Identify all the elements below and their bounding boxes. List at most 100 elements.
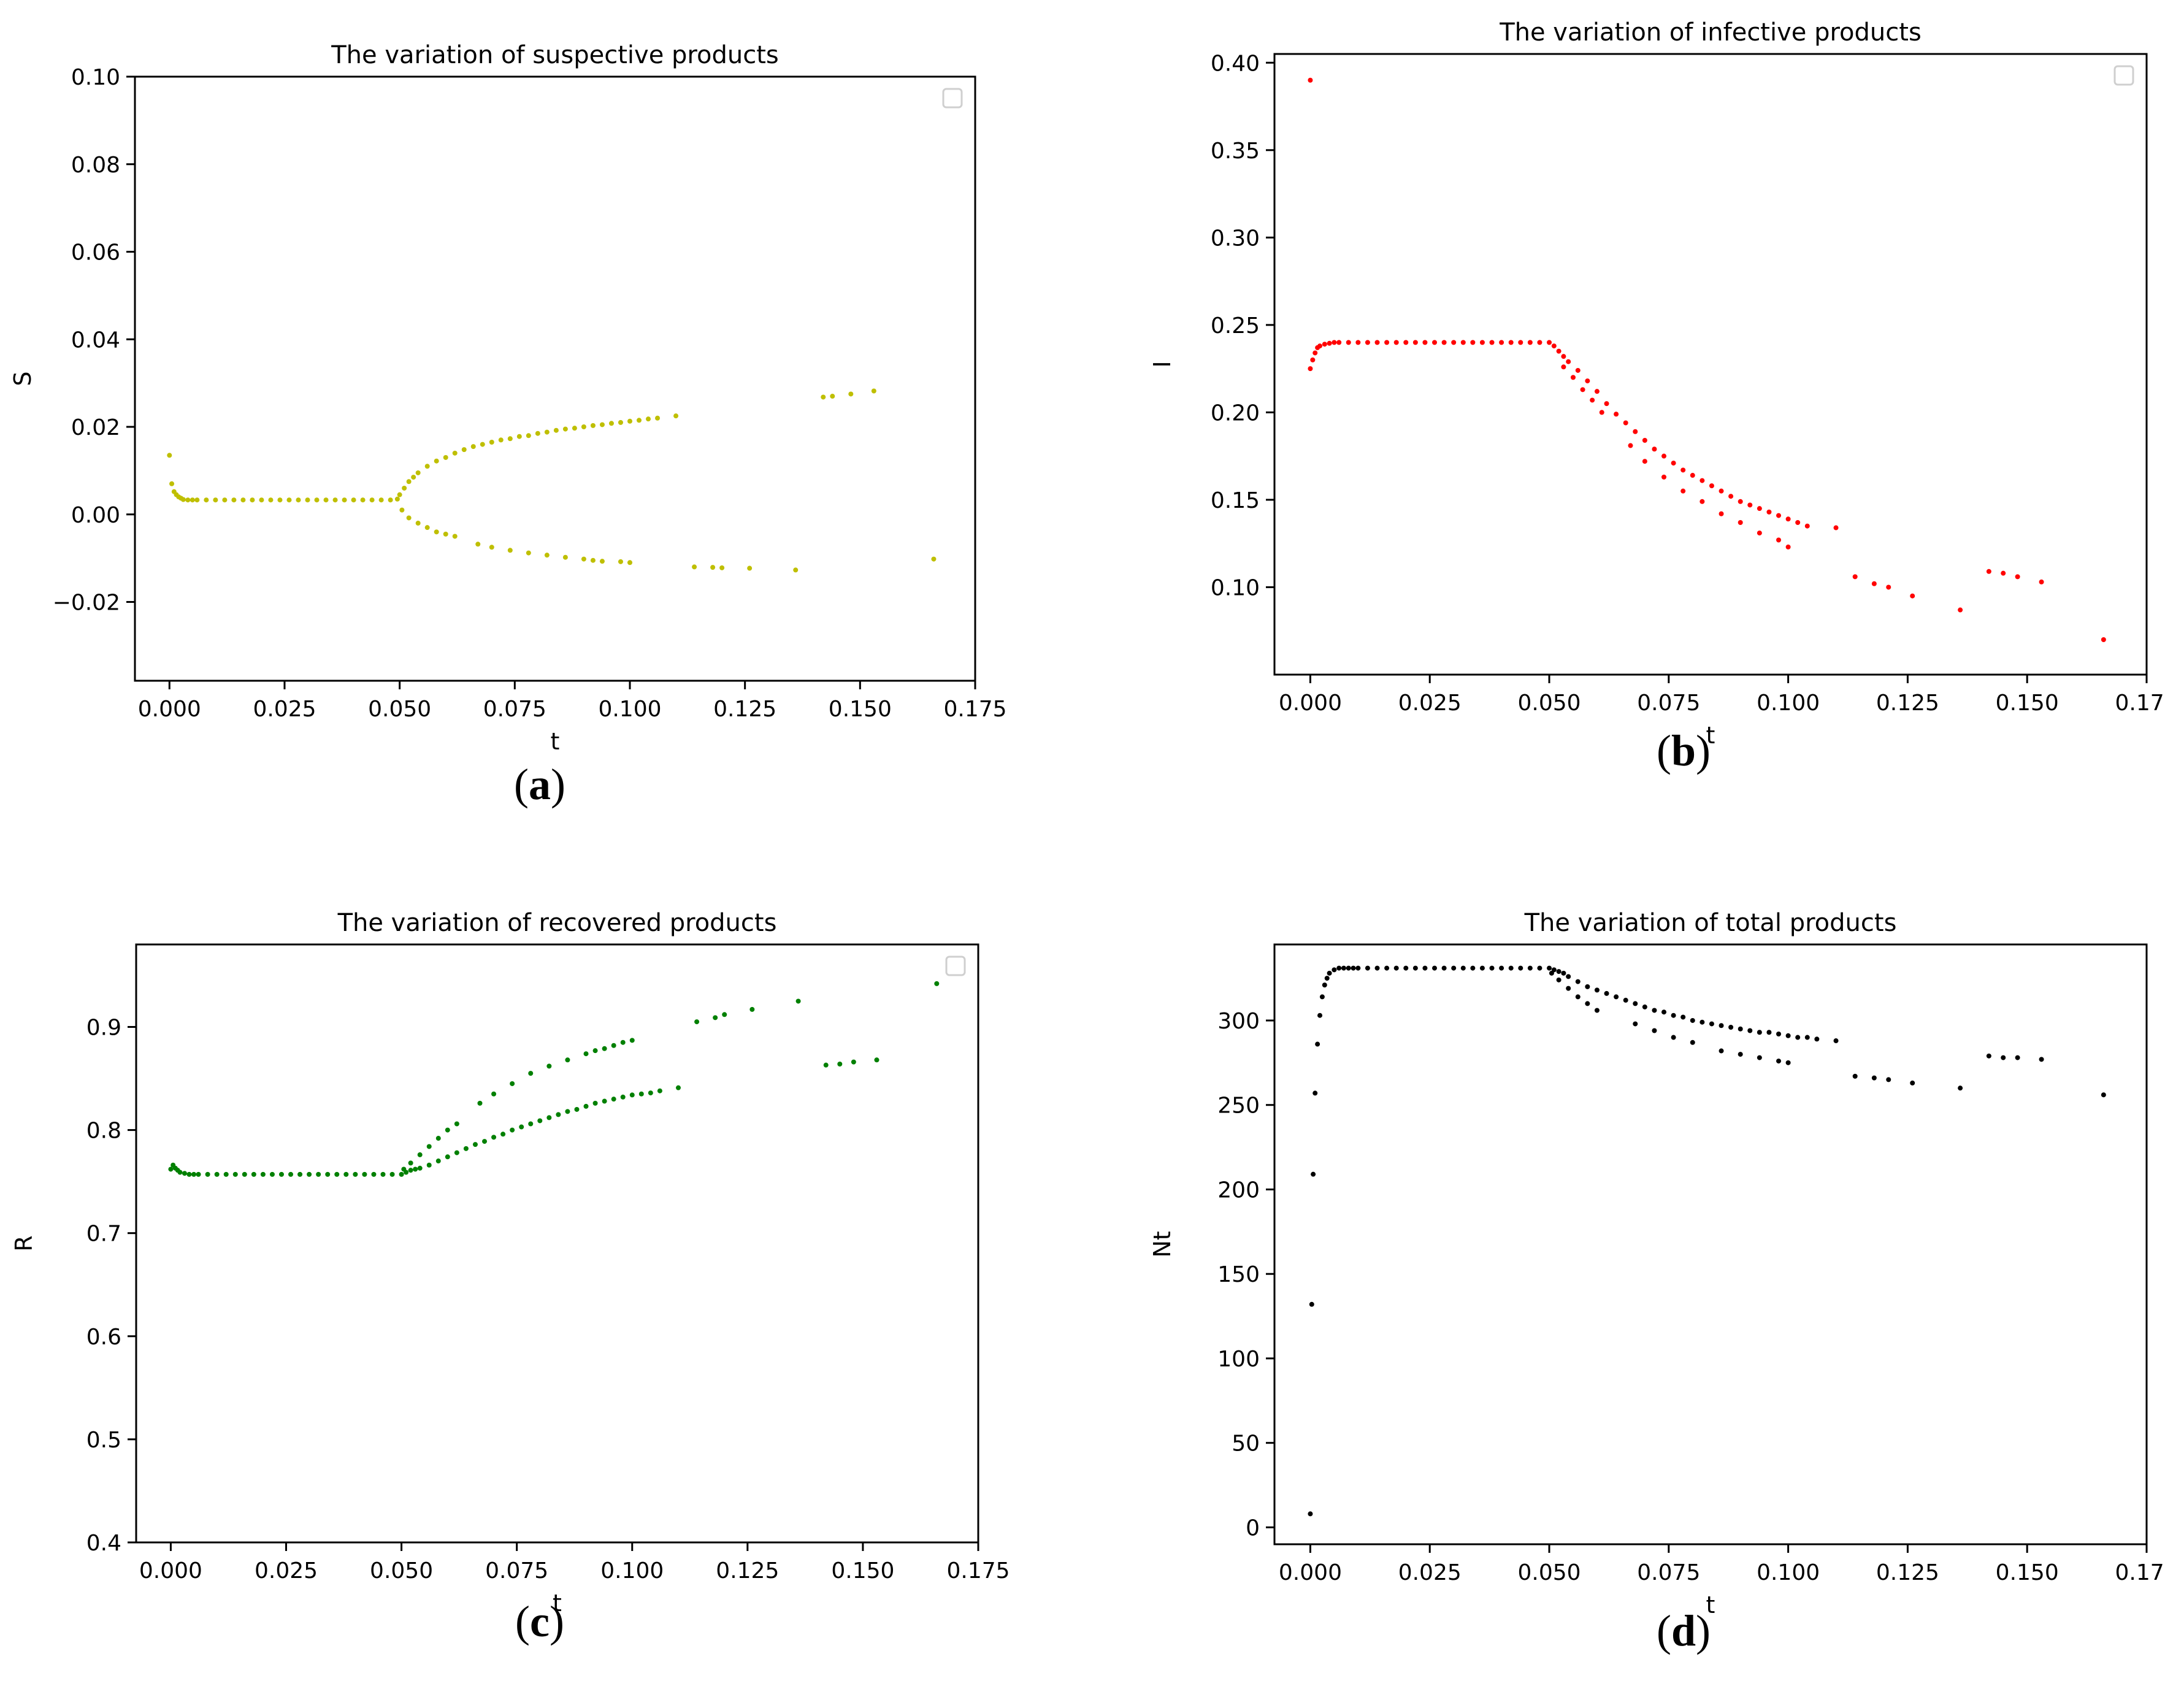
- data-series: [168, 1057, 879, 1177]
- x-tick-label: 0.050: [1517, 691, 1581, 716]
- data-point: [343, 1171, 349, 1177]
- data-point: [1527, 965, 1533, 971]
- data-point: [830, 394, 835, 399]
- data-point: [1327, 970, 1332, 976]
- data-point: [874, 1057, 879, 1063]
- data-point: [1547, 965, 1552, 971]
- data-point: [426, 1144, 432, 1149]
- y-tick-label: 0.7: [86, 1222, 121, 1247]
- data-point: [646, 416, 651, 422]
- data-point: [1757, 1055, 1762, 1060]
- data-series: [167, 388, 876, 503]
- data-point: [1642, 1004, 1647, 1009]
- data-point: [378, 497, 384, 503]
- data-point: [389, 1171, 395, 1177]
- data-point: [710, 565, 716, 570]
- data-point: [572, 426, 577, 431]
- data-point: [629, 1038, 635, 1043]
- data-point: [934, 981, 940, 986]
- data-point: [415, 521, 421, 526]
- data-point: [168, 1166, 174, 1172]
- data-series: [399, 507, 937, 573]
- data-point: [692, 564, 697, 570]
- data-point: [1322, 982, 1327, 988]
- x-tick-label: 0.150: [1996, 1560, 2059, 1585]
- data-point: [1719, 511, 1724, 516]
- data-point: [360, 497, 366, 503]
- data-point: [528, 1071, 534, 1076]
- data-point: [196, 1171, 201, 1177]
- data-point: [1355, 965, 1361, 971]
- data-point: [602, 1046, 607, 1051]
- data-point: [251, 1171, 256, 1177]
- data-point: [260, 1171, 266, 1177]
- data-point: [1585, 984, 1590, 989]
- data-point: [627, 418, 632, 424]
- data-point: [1738, 499, 1743, 504]
- y-tick-label: 0.40: [1211, 51, 1260, 76]
- data-point: [443, 531, 448, 537]
- data-point: [1785, 1060, 1791, 1065]
- data-point: [1547, 340, 1552, 345]
- data-point: [1614, 412, 1619, 417]
- data-point: [411, 475, 416, 480]
- data-point: [1556, 969, 1561, 975]
- panel-caption-letter: d: [1671, 1606, 1696, 1655]
- data-point: [362, 1171, 367, 1177]
- data-point: [1470, 340, 1476, 345]
- data-point: [1958, 1086, 1963, 1091]
- x-tick-label: 0.100: [1757, 691, 1820, 716]
- data-point: [694, 1019, 700, 1025]
- data-point: [837, 1062, 843, 1067]
- data-point: [415, 470, 421, 475]
- chart-panel-a: The variation of suspective products 0.00…: [9, 41, 1007, 755]
- data-point: [190, 497, 195, 503]
- data-point: [1757, 530, 1762, 536]
- data-point: [1319, 994, 1325, 1000]
- data-point: [1709, 1021, 1714, 1027]
- data-point: [1738, 1052, 1743, 1057]
- y-axis-label: S: [9, 371, 36, 386]
- data-point: [1833, 1038, 1839, 1044]
- x-tick-label: 0.050: [368, 697, 431, 722]
- data-point: [482, 1139, 488, 1144]
- data-point: [194, 497, 200, 503]
- data-point: [526, 550, 531, 556]
- data-point: [1747, 502, 1753, 508]
- data-point: [286, 497, 292, 503]
- data-point: [620, 1040, 626, 1045]
- data-point: [371, 1171, 377, 1177]
- data-point: [435, 1136, 441, 1141]
- data-point: [1575, 994, 1581, 1000]
- data-point: [259, 497, 264, 503]
- x-tick-label: 0.075: [483, 697, 546, 722]
- y-tick-label: 0.25: [1211, 313, 1260, 339]
- data-point: [472, 1142, 478, 1147]
- data-point: [655, 415, 661, 421]
- data-point: [1986, 569, 1991, 574]
- data-point: [180, 497, 186, 502]
- data-point: [1470, 965, 1476, 971]
- data-point: [167, 453, 172, 458]
- y-tick-label: 250: [1217, 1093, 1260, 1119]
- data-point: [452, 534, 458, 539]
- data-point: [611, 1097, 616, 1102]
- y-tick-label: 0.10: [71, 65, 120, 90]
- data-point: [592, 1100, 598, 1106]
- plot-area: [1273, 53, 2148, 676]
- data-point: [1570, 375, 1576, 380]
- data-point: [1833, 525, 1839, 530]
- x-tick-label: 0.000: [139, 1558, 202, 1584]
- data-point: [1642, 438, 1647, 443]
- data-point: [1680, 1014, 1686, 1020]
- chart-title: The variation of suspective products: [331, 41, 778, 69]
- y-tick-label: 0.10: [1211, 575, 1260, 600]
- data-point: [480, 442, 485, 447]
- data-point: [821, 394, 826, 400]
- y-tick-label: 0.00: [71, 503, 120, 528]
- x-tick-label: 0.075: [485, 1558, 548, 1584]
- y-axis-label: Nt: [1149, 1231, 1176, 1257]
- y-tick-label: 150: [1217, 1262, 1260, 1287]
- data-point: [1580, 387, 1585, 393]
- x-axis-label: t: [1706, 1591, 1715, 1618]
